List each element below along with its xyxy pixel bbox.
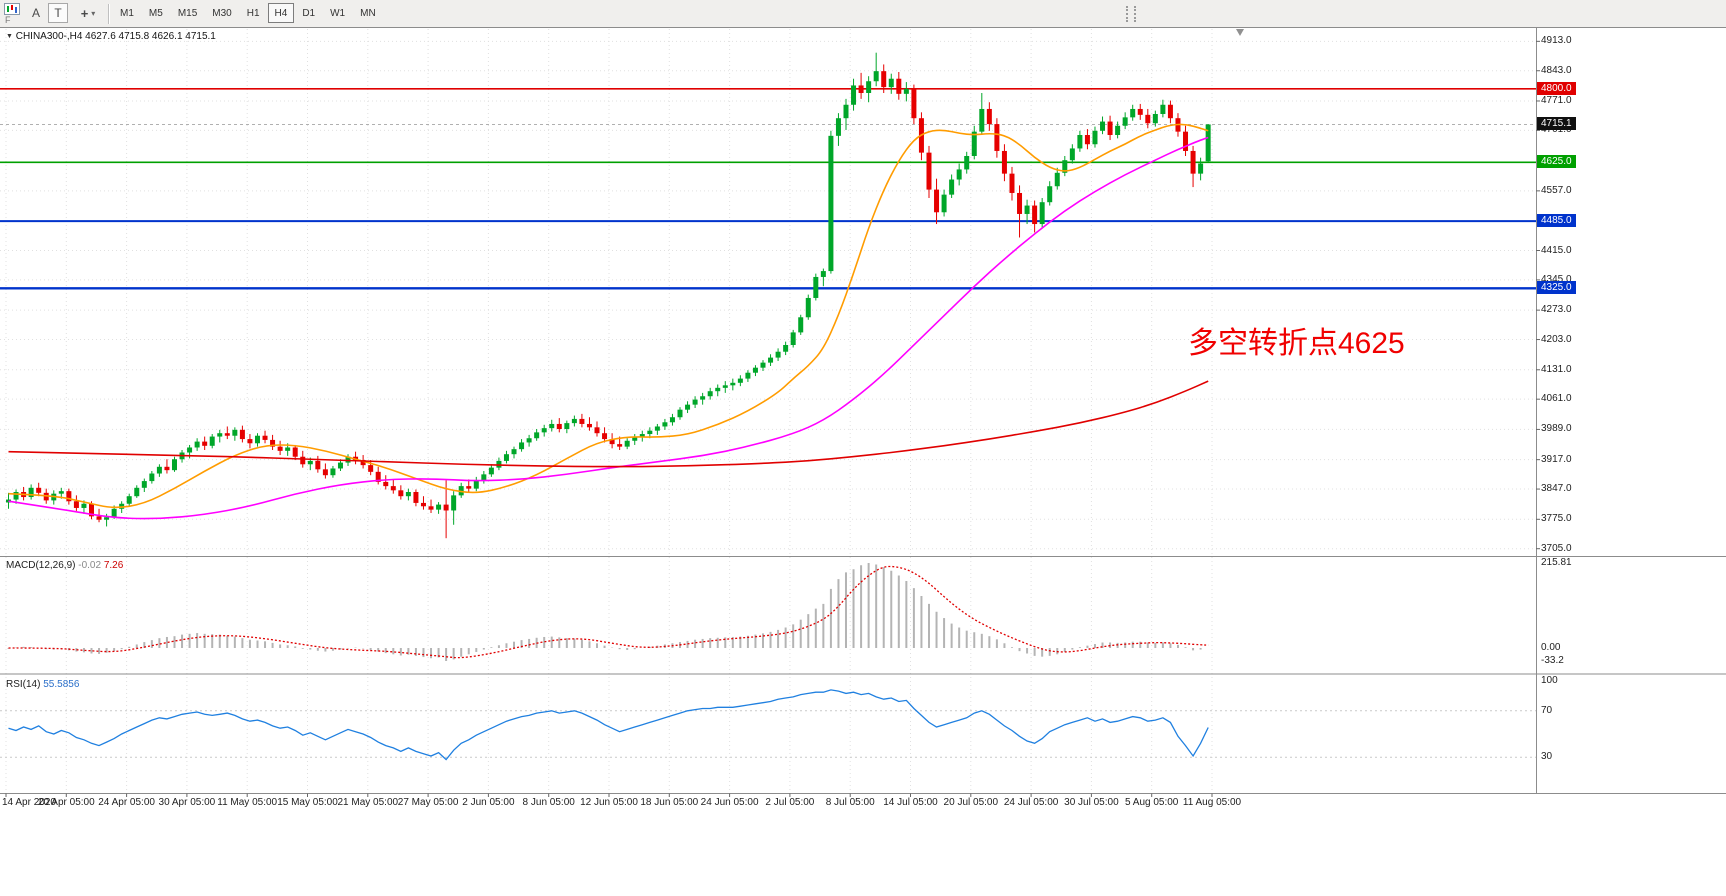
text-tool-t-button[interactable]: T xyxy=(48,3,68,23)
toolbar-f-label: F xyxy=(5,15,11,25)
chart-icon[interactable] xyxy=(4,3,20,15)
chart-annotation-text: 多空转折点4625 xyxy=(1188,327,1405,360)
toolbar: F A T + ▾ M1 M5 M15 M30 H1 H4 D1 W1 MN xyxy=(0,0,1726,28)
grid-lines xyxy=(0,29,1536,792)
cursor-tool-button[interactable]: + ▾ xyxy=(73,3,103,23)
panel-borders xyxy=(0,28,1726,797)
macd-name: MACD(12,26,9) xyxy=(6,560,76,571)
rsi-name: RSI(14) xyxy=(6,679,41,690)
ma-red-line xyxy=(8,380,1209,468)
timeframe-button-m1[interactable]: M1 xyxy=(113,3,141,23)
macd-indicator-label: MACD(12,26,9) -0.02 7.26 xyxy=(6,560,123,571)
toolbar-grip[interactable] xyxy=(1126,6,1136,22)
chart-shift-marker[interactable] xyxy=(1236,29,1244,36)
timeframe-button-d1[interactable]: D1 xyxy=(295,3,322,23)
timeframe-button-m30[interactable]: M30 xyxy=(205,3,238,23)
ma-orange-line xyxy=(8,123,1209,509)
toolbar-separator xyxy=(108,4,110,24)
macd-main-value: -0.02 xyxy=(78,560,102,571)
rsi-value: 55.5856 xyxy=(43,679,80,690)
timeframe-button-mn[interactable]: MN xyxy=(353,3,383,23)
ma-magenta-line xyxy=(8,136,1209,520)
timeframe-button-w1[interactable]: W1 xyxy=(323,3,352,23)
horizontal-price-lines xyxy=(0,88,1536,290)
timeframe-button-m15[interactable]: M15 xyxy=(171,3,204,23)
timeframe-button-h1[interactable]: H1 xyxy=(240,3,267,23)
macd-signal-value: 7.26 xyxy=(103,560,124,571)
timeframe-button-m5[interactable]: M5 xyxy=(142,3,170,23)
macd-signal-line xyxy=(8,565,1209,659)
macd-histogram xyxy=(7,562,1210,661)
symbol-ohlc-text: CHINA300-,H4 4627.6 4715.8 4626.1 4715.1 xyxy=(15,31,216,42)
rsi-indicator-label: RSI(14) 55.5856 xyxy=(6,679,79,690)
crosshair-icon: + xyxy=(80,5,89,21)
timeframe-toolbar: M1 M5 M15 M30 H1 H4 D1 W1 MN xyxy=(113,3,383,23)
collapse-arrow-icon[interactable]: ▼ xyxy=(6,33,13,40)
timeframe-button-h4[interactable]: H4 xyxy=(267,3,295,23)
symbol-ohlc-label: ▼ CHINA300-,H4 4627.6 4715.8 4626.1 4715… xyxy=(6,31,216,42)
rsi-line xyxy=(8,689,1209,761)
chevron-down-icon: ▾ xyxy=(91,8,96,18)
text-annotation-a-button[interactable]: A xyxy=(26,3,46,23)
candlestick-series xyxy=(6,52,1211,539)
